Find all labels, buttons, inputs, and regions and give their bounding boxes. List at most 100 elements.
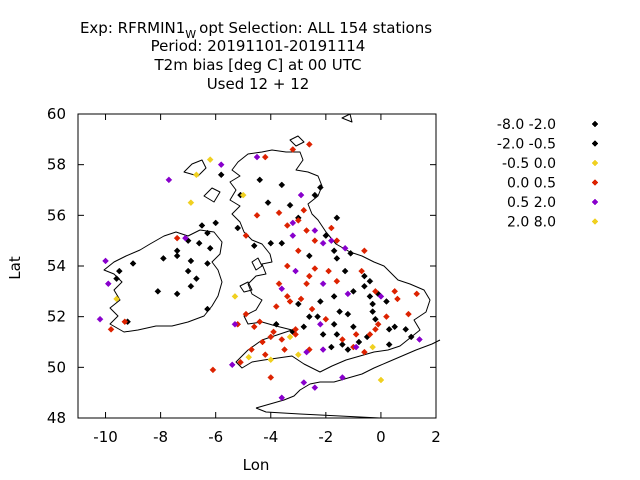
data-point--2p0_-0p5 [198,222,206,229]
data-point--2p0_-0p5 [319,331,327,338]
data-point-0p0_0p5 [292,331,299,338]
data-point-0p0_0p5 [394,295,401,303]
data-point-2p0_8p0 [113,295,120,303]
data-point-0p5_2p0 [102,257,109,265]
data-point--2p0_-0p5 [385,341,393,348]
data-point-0p0_0p5 [209,366,217,374]
data-point-0p0_0p5 [294,217,302,224]
data-point--2p0_-0p5 [250,242,258,250]
legend-label: -2.0 -0.5 [497,137,556,153]
data-point--2p0_-0p5 [267,239,275,247]
data-point--2p0_-0p5 [314,313,321,321]
data-point-0p5_2p0 [289,219,297,227]
data-point--2p0_-0p5 [341,267,349,275]
data-point--2p0_-0p5 [311,191,319,199]
data-point-0p0_0p5 [283,293,291,300]
data-point-0p0_0p5 [297,295,305,303]
data-point--2p0_-0p5 [372,315,379,323]
data-point-2p0_8p0 [206,156,214,163]
data-point--2p0_-0p5 [154,287,162,295]
legend-label: -0.5 0.0 [502,156,556,172]
data-point--2p0_-0p5 [286,201,294,209]
data-point-0p0_0p5 [352,331,360,338]
data-point-0p0_0p5 [366,331,374,338]
y-tick-label: 52 [47,308,66,326]
y-axis-label: Lat [6,256,24,280]
data-point-0p0_0p5 [303,227,310,234]
data-point--2p0_-0p5 [361,282,368,290]
data-point-0p0_0p5 [374,320,382,328]
y-tick-label: 58 [47,156,66,174]
data-point-0p0_0p5 [253,211,261,219]
data-point-0p0_0p5 [250,323,258,331]
data-point-0p5_2p0 [278,285,286,293]
y-tick-label: 50 [47,358,66,376]
legend-marker [591,120,599,128]
legend: -8.0 -2.0 -2.0 -0.5 -0.5 0.0 0.0 0.5 0.5 2.0… [497,117,599,231]
data-point-0p0_0p5 [261,351,269,359]
data-point-0p0_0p5 [322,315,330,323]
data-point--2p0_-0p5 [113,275,120,283]
data-point--2p0_-0p5 [339,341,346,348]
data-points [96,141,423,402]
data-point-0p5_2p0 [344,290,352,298]
data-point-0p0_0p5 [413,290,421,298]
data-point-0p0_0p5 [267,333,275,341]
legend-marker [591,179,599,186]
data-point-0p0_0p5 [300,206,308,214]
data-point--2p0_-0p5 [407,333,415,341]
data-point-0p0_0p5 [294,247,302,255]
data-point-2p0_8p0 [369,343,377,351]
data-point-0p5_2p0 [231,320,239,328]
data-point--2p0_-0p5 [204,229,211,237]
data-point-0p5_2p0 [165,176,173,184]
legend-marker [591,218,599,225]
data-point-0p0_0p5 [281,346,288,353]
data-point-0p5_2p0 [253,153,261,161]
x-tick-label: 0 [376,428,386,446]
data-point-0p0_0p5 [259,338,266,346]
data-point--2p0_-0p5 [385,325,393,333]
data-point-0p0_0p5 [278,336,286,343]
data-point-0p0_0p5 [361,247,368,255]
data-point--2p0_-0p5 [195,239,203,247]
data-point--2p0_-0p5 [294,300,302,308]
data-point-0p0_0p5 [383,313,390,321]
legend-label: 0.5 2.0 [507,195,556,211]
data-point--2p0_-0p5 [336,308,343,315]
data-point-0p5_2p0 [104,280,112,288]
data-point--2p0_-0p5 [333,214,341,222]
data-point--2p0_-0p5 [369,308,377,315]
data-point--2p0_-0p5 [187,257,195,265]
data-point--2p0_-0p5 [187,282,195,290]
data-point-0p0_0p5 [242,232,250,239]
data-point-0p0_0p5 [283,222,291,229]
data-point-0p5_2p0 [311,384,319,391]
data-point-2p0_8p0 [193,171,200,179]
data-point-0p0_0p5 [270,328,277,336]
data-point-0p0_0p5 [283,262,291,270]
data-point-0p0_0p5 [292,325,299,333]
data-point-0p5_2p0 [297,191,305,199]
data-point-0p5_2p0 [319,346,327,353]
data-point--2p0_-0p5 [366,293,374,300]
data-point--2p0_-0p5 [322,232,330,239]
y-tick-label: 48 [47,409,66,427]
data-point-0p0_0p5 [121,318,129,326]
coastline-shetland [341,113,353,123]
data-point-0p0_0p5 [405,310,412,318]
data-point-0p0_0p5 [391,287,399,295]
data-point-2p0_8p0 [187,199,195,207]
data-point--2p0_-0p5 [344,346,352,353]
data-point-0p5_2p0 [316,320,324,328]
data-point--2p0_-0p5 [206,244,214,252]
data-point-0p0_0p5 [358,267,365,275]
data-point-2p0_8p0 [231,293,239,300]
data-point-2p0_8p0 [286,333,294,341]
chart-title-used: Used 12 + 12 [207,75,310,93]
chart-title-variable: T2m bias [deg C] at 00 UTC [154,56,362,74]
legend-marker [591,140,599,147]
data-point--2p0_-0p5 [330,320,338,328]
data-point--2p0_-0p5 [344,310,352,318]
